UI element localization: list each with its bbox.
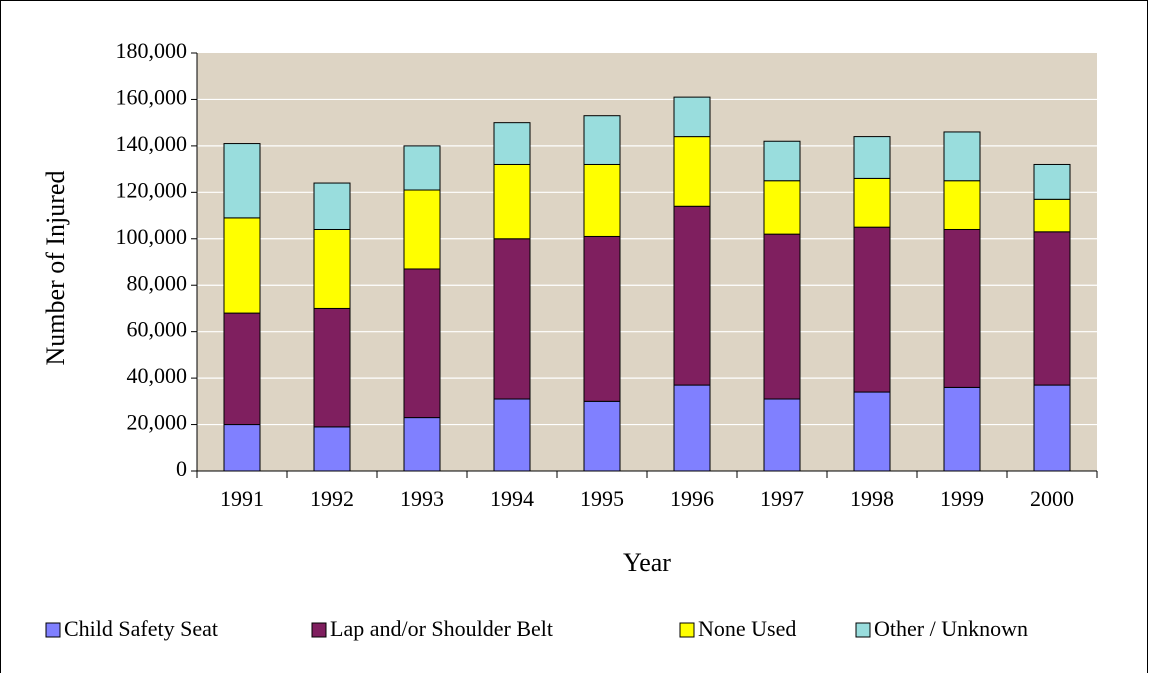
x-tick-label: 1994 bbox=[490, 486, 534, 511]
y-tick-label: 160,000 bbox=[116, 84, 188, 109]
y-tick-label: 40,000 bbox=[127, 363, 188, 388]
bar-segment bbox=[223, 424, 261, 472]
bar-segment bbox=[943, 131, 981, 182]
bar-segment bbox=[313, 307, 351, 428]
bar-segment bbox=[1033, 231, 1071, 386]
legend-swatch bbox=[855, 622, 871, 638]
bar-segment bbox=[583, 115, 621, 165]
bar-segment bbox=[403, 145, 441, 191]
bar-segment bbox=[403, 417, 441, 472]
bar-segment bbox=[493, 238, 531, 400]
bar-segment bbox=[943, 180, 981, 230]
bar-segment bbox=[313, 228, 351, 309]
legend-label: Child Safety Seat bbox=[64, 616, 218, 641]
bar-segment bbox=[583, 163, 621, 237]
bar-segment bbox=[1033, 384, 1071, 472]
y-tick-label: 140,000 bbox=[116, 131, 188, 156]
bar-segment bbox=[763, 233, 801, 400]
bar-segment bbox=[493, 398, 531, 472]
bar-segment bbox=[313, 426, 351, 472]
bar-segment bbox=[1033, 163, 1071, 200]
bar-segment bbox=[853, 136, 891, 179]
bar-segment bbox=[673, 96, 711, 138]
bar-segment bbox=[763, 398, 801, 472]
legend-swatch bbox=[311, 622, 327, 638]
bar-segment bbox=[403, 268, 441, 419]
y-tick-label: 20,000 bbox=[127, 410, 188, 435]
y-tick-label: 100,000 bbox=[116, 224, 188, 249]
bar-segment bbox=[943, 228, 981, 388]
bar-segment bbox=[673, 136, 711, 207]
y-tick-label: 0 bbox=[176, 456, 187, 481]
x-tick-label: 1993 bbox=[400, 486, 444, 511]
x-tick-label: 1995 bbox=[580, 486, 624, 511]
x-tick-label: 1999 bbox=[940, 486, 984, 511]
bar-segment bbox=[853, 226, 891, 393]
bar-segment bbox=[853, 177, 891, 228]
x-tick-label: 1998 bbox=[850, 486, 894, 511]
y-tick-label: 120,000 bbox=[116, 177, 188, 202]
x-tick-label: 1991 bbox=[220, 486, 264, 511]
bar-segment bbox=[403, 189, 441, 270]
bar-segment bbox=[493, 122, 531, 165]
legend-swatch bbox=[679, 622, 695, 638]
bar-segment bbox=[583, 235, 621, 402]
bar-segment bbox=[673, 384, 711, 472]
bar-segment bbox=[583, 400, 621, 472]
y-axis-title: Number of Injured bbox=[41, 171, 70, 366]
bar-segment bbox=[673, 205, 711, 386]
x-axis-title: Year bbox=[623, 548, 671, 577]
x-tick-label: 1992 bbox=[310, 486, 354, 511]
bar-segment bbox=[763, 180, 801, 235]
bar-segment bbox=[223, 143, 261, 219]
legend-label: Lap and/or Shoulder Belt bbox=[330, 616, 553, 641]
bar-segment bbox=[853, 391, 891, 472]
x-tick-label: 1996 bbox=[670, 486, 714, 511]
bar-segment bbox=[223, 312, 261, 426]
legend-swatch bbox=[45, 622, 61, 638]
y-tick-label: 60,000 bbox=[127, 317, 188, 342]
bar-segment bbox=[313, 182, 351, 230]
y-tick-label: 180,000 bbox=[116, 38, 188, 63]
x-tick-label: 1997 bbox=[760, 486, 804, 511]
bar-segment bbox=[1033, 198, 1071, 233]
bar-segment bbox=[943, 386, 981, 472]
x-tick-label: 2000 bbox=[1030, 486, 1074, 511]
bar-segment bbox=[223, 217, 261, 314]
y-tick-label: 80,000 bbox=[127, 270, 188, 295]
bar-segment bbox=[763, 140, 801, 182]
legend-label: Other / Unknown bbox=[874, 616, 1028, 641]
bar-segment bbox=[493, 163, 531, 240]
legend-label: None Used bbox=[698, 616, 796, 641]
